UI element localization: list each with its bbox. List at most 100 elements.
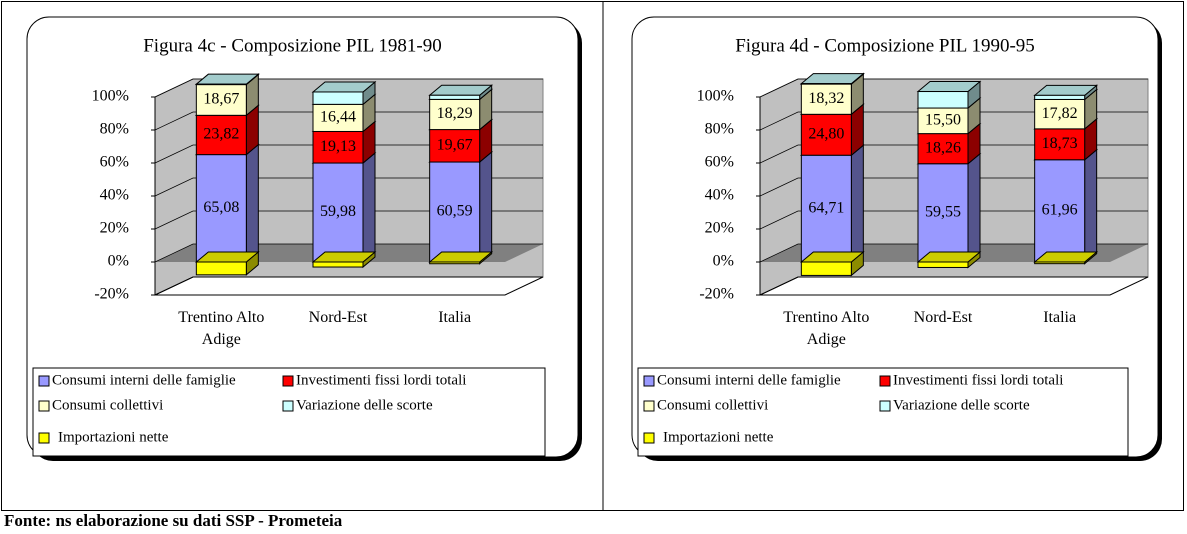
legend-label: Importazioni nette — [58, 429, 169, 445]
legend-label: Consumi collettivi — [52, 397, 163, 413]
y-tick-label: 20% — [100, 220, 129, 237]
bar — [312, 91, 364, 105]
x-tick-label-line: Italia — [1043, 309, 1076, 326]
data-label: 15,50 — [925, 111, 961, 128]
bar — [312, 162, 364, 263]
chart-title: Figura 4c - Composizione PIL 1981-90 — [143, 35, 442, 56]
y-tick-label: 0% — [713, 253, 734, 270]
x-tick-label: Trentino Alto Adige — [178, 309, 264, 348]
bar — [1034, 261, 1086, 265]
data-label: 61,96 — [1042, 202, 1078, 219]
x-tick-label-line: Nord-Est — [309, 309, 368, 326]
legend-label: Variazione delle scorte — [296, 397, 433, 413]
bar — [312, 261, 364, 268]
bar — [800, 83, 852, 85]
bar — [1034, 128, 1086, 161]
grid-line — [154, 276, 543, 296]
x-tick-label-line: Adige — [807, 331, 846, 348]
bar — [195, 84, 247, 116]
bar — [917, 107, 969, 135]
x-tick-label: Italia — [1043, 309, 1076, 326]
grid-line — [154, 111, 543, 131]
bar — [917, 133, 969, 165]
x-tick-label: Nord-Est — [309, 309, 368, 326]
data-label: 59,98 — [320, 203, 356, 220]
data-label: 18,32 — [808, 90, 844, 107]
y-tick-label: -20% — [94, 286, 129, 303]
y-tick-label: 60% — [100, 154, 129, 171]
source-note: Fonte: ns elaborazione su dati SSP - Pro… — [4, 511, 343, 530]
grid-line — [759, 111, 1148, 131]
x-tick-label-line: Adige — [202, 331, 241, 348]
grid-line — [759, 144, 1148, 164]
x-tick-label: Trentino Alto Adige — [783, 309, 869, 348]
bar-side — [967, 152, 981, 264]
bar-side — [850, 144, 864, 264]
bar — [1034, 159, 1086, 263]
bar — [800, 154, 852, 263]
x-tick-label-line: Trentino Alto — [178, 309, 264, 326]
y-tick-label: 80% — [100, 121, 129, 138]
legend-label: Investimenti fissi lordi totali — [296, 372, 466, 388]
bar-side — [362, 151, 376, 264]
legend-swatch — [879, 375, 891, 387]
legend-label: Investimenti fissi lordi totali — [893, 372, 1063, 388]
x-tick-label-line: Italia — [438, 309, 471, 326]
bar — [429, 98, 481, 131]
data-label: 60,59 — [437, 203, 473, 220]
x-tick-label: Italia — [438, 309, 471, 326]
bar — [195, 154, 247, 263]
grid-line — [759, 78, 1148, 98]
bar — [800, 83, 852, 115]
y-tick-label: 20% — [705, 220, 734, 237]
data-label: 17,82 — [1042, 105, 1078, 122]
grid-line — [154, 144, 543, 164]
grid-line — [154, 210, 543, 230]
y-tick-label: 40% — [705, 187, 734, 204]
grid-line — [154, 243, 543, 263]
grid-line — [759, 243, 1148, 263]
data-label: 18,26 — [925, 139, 961, 156]
data-label: 65,08 — [203, 199, 239, 216]
bar-side — [479, 150, 493, 264]
bar — [429, 94, 481, 100]
legend-label: Variazione delle scorte — [893, 397, 1030, 413]
y-tick-label: 40% — [100, 187, 129, 204]
bar — [195, 261, 247, 276]
bar — [1034, 98, 1086, 130]
legend-swatch — [38, 432, 50, 444]
bar — [429, 161, 481, 263]
x-tick-label-line: Trentino Alto — [783, 309, 869, 326]
x-tick-label-line: Nord-Est — [914, 309, 973, 326]
y-tick-label: 0% — [108, 253, 129, 270]
legend-swatch — [879, 400, 891, 412]
data-label: 18,73 — [1042, 135, 1078, 152]
legend-label: Consumi interni delle famiglie — [52, 372, 236, 388]
chart: Figura 4d - Composizione PIL 1990-95 -20%… — [631, 16, 1162, 461]
bar — [429, 261, 481, 265]
legend-label: Consumi collettivi — [657, 397, 768, 413]
y-tick-label: 100% — [697, 88, 734, 105]
data-label: 23,82 — [203, 126, 239, 143]
legend-label: Consumi interni delle famiglie — [657, 372, 841, 388]
bar — [429, 129, 481, 163]
legend-swatch — [643, 432, 655, 444]
data-label: 19,13 — [320, 138, 356, 155]
legend-swatch — [38, 375, 50, 387]
table-border — [1, 1, 1184, 511]
legend-swatch — [643, 400, 655, 412]
data-label: 18,29 — [437, 105, 473, 122]
bar — [800, 261, 852, 276]
bar — [917, 163, 969, 263]
legend-swatch — [38, 400, 50, 412]
legend-swatch — [643, 375, 655, 387]
data-label: 64,71 — [808, 199, 844, 216]
y-tick-label: 100% — [92, 88, 129, 105]
legend-label: Importazioni nette — [663, 429, 774, 445]
grid-line — [154, 78, 543, 98]
y-tick-label: 80% — [705, 121, 734, 138]
grid-line — [759, 210, 1148, 230]
grid-line — [154, 177, 543, 197]
